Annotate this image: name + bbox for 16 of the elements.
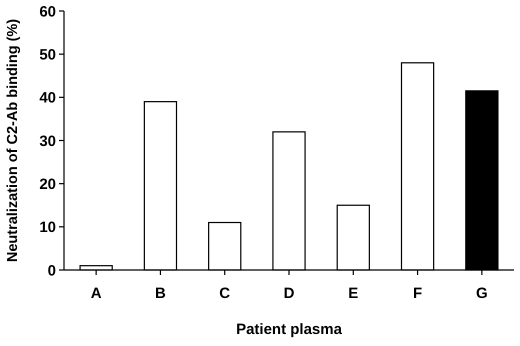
y-axis-title: Neutralization of C2-Ab binding (%) bbox=[5, 18, 21, 262]
y-tick-label: 10 bbox=[39, 219, 56, 236]
x-tick-label: B bbox=[155, 285, 166, 302]
y-tick-label: 20 bbox=[39, 176, 56, 193]
x-axis-title: Patient plasma bbox=[236, 321, 343, 338]
y-tick-label: 60 bbox=[39, 3, 56, 20]
x-tick-label: G bbox=[476, 285, 488, 302]
y-tick-label: 50 bbox=[39, 46, 56, 64]
y-tick-label: 30 bbox=[39, 132, 56, 150]
x-tick-label: C bbox=[219, 285, 230, 302]
y-tick-label: 0 bbox=[48, 262, 56, 280]
x-tick-label: E bbox=[348, 285, 358, 302]
x-tick-label: A bbox=[90, 285, 102, 302]
y-tick-label: 40 bbox=[39, 90, 56, 107]
x-tick-label: D bbox=[284, 285, 295, 302]
x-tick-label: F bbox=[412, 285, 422, 302]
